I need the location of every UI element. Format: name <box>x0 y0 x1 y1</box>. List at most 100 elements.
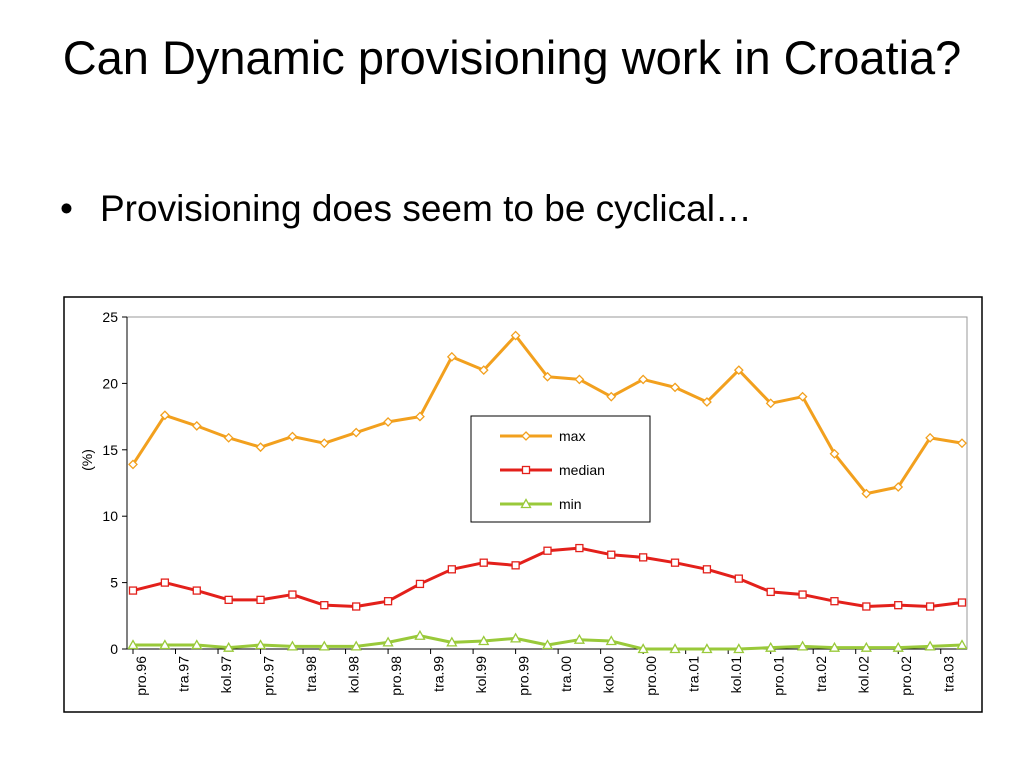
data-point <box>510 330 521 341</box>
data-point <box>607 550 616 559</box>
x-tick-label: tra.98 <box>303 656 319 692</box>
data-point <box>605 635 617 646</box>
x-tick-label: tra.01 <box>686 656 702 692</box>
data-point <box>765 641 777 652</box>
data-point <box>159 410 170 421</box>
x-tick-label: tra.03 <box>941 656 957 692</box>
data-point <box>861 488 872 499</box>
data-point <box>862 602 871 611</box>
data-point <box>925 602 935 611</box>
data-point <box>893 482 904 492</box>
legend-marker <box>521 431 531 441</box>
data-point <box>191 420 202 431</box>
data-point <box>957 598 967 607</box>
data-point <box>957 438 967 449</box>
legend-marker <box>521 465 531 475</box>
x-tick-label: kol.99 <box>473 656 489 694</box>
data-point <box>286 640 299 651</box>
data-point <box>447 565 456 574</box>
data-point <box>414 629 426 640</box>
data-point <box>478 365 489 376</box>
data-point <box>159 639 171 650</box>
data-point <box>382 636 394 647</box>
data-point <box>510 632 522 643</box>
y-tick-label: 25 <box>102 309 118 325</box>
data-point <box>925 432 936 443</box>
slide-title: Can Dynamic provisioning work in Croatia… <box>62 31 962 84</box>
data-point <box>127 639 139 650</box>
data-point <box>573 633 585 644</box>
data-point <box>255 442 266 453</box>
data-point <box>797 391 808 402</box>
data-point <box>956 639 968 650</box>
data-point <box>924 640 936 651</box>
data-point <box>352 602 361 611</box>
data-point <box>192 586 201 595</box>
data-point <box>542 371 553 382</box>
data-point <box>160 578 170 587</box>
x-tick-label: kol.97 <box>218 656 234 694</box>
data-point <box>829 448 840 459</box>
data-point <box>446 636 458 647</box>
data-point <box>796 640 809 651</box>
data-point <box>702 565 712 574</box>
x-tick-label: tra.99 <box>431 656 447 692</box>
data-point <box>894 601 903 610</box>
x-tick-label: kol.01 <box>728 656 744 694</box>
data-point <box>224 595 233 605</box>
data-point <box>892 641 904 652</box>
data-point <box>479 558 488 567</box>
data-point <box>191 639 203 650</box>
data-point <box>701 643 713 654</box>
data-point <box>670 382 680 393</box>
data-point <box>541 639 554 650</box>
y-tick-label: 20 <box>102 375 118 391</box>
data-point <box>318 640 330 651</box>
x-tick-label: pro.99 <box>516 656 532 696</box>
data-point <box>383 416 393 427</box>
data-point <box>351 427 362 438</box>
legend-label: min <box>559 496 582 512</box>
x-tick-label: kol.02 <box>856 656 872 694</box>
y-tick-label: 10 <box>102 508 118 524</box>
legend-label: median <box>559 462 605 478</box>
data-point <box>733 365 744 376</box>
y-tick-label: 5 <box>110 575 118 591</box>
data-point <box>223 641 235 652</box>
data-point <box>254 639 267 650</box>
data-point <box>670 558 680 567</box>
data-point <box>319 438 330 449</box>
data-point <box>223 432 234 443</box>
data-point <box>830 597 839 606</box>
x-tick-label: pro.96 <box>133 656 149 696</box>
y-tick-label: 15 <box>102 442 118 458</box>
data-point <box>383 597 393 606</box>
data-point <box>766 587 775 597</box>
data-point <box>606 391 617 402</box>
data-point <box>669 643 681 654</box>
data-point <box>637 643 649 654</box>
data-point <box>287 431 298 442</box>
data-point <box>574 374 585 385</box>
data-point <box>575 543 584 553</box>
x-tick-label: pro.00 <box>643 656 659 696</box>
data-point <box>638 374 649 385</box>
data-point <box>828 641 841 652</box>
data-point <box>798 590 807 599</box>
x-tick-label: pro.01 <box>771 656 787 696</box>
data-point <box>415 579 425 589</box>
data-point <box>128 586 138 595</box>
data-point <box>860 641 872 652</box>
bullet-text: Provisioning does seem to be cyclical… <box>100 188 752 229</box>
bullet: • Provisioning does seem to be cyclical… <box>60 188 752 229</box>
data-point <box>288 590 297 599</box>
data-point <box>128 459 138 470</box>
x-tick-label: tra.02 <box>813 656 829 692</box>
x-tick-label: pro.97 <box>261 656 277 696</box>
data-point <box>639 553 648 562</box>
data-point <box>765 398 776 409</box>
y-axis-label: (%) <box>79 449 95 471</box>
data-point <box>702 397 712 407</box>
